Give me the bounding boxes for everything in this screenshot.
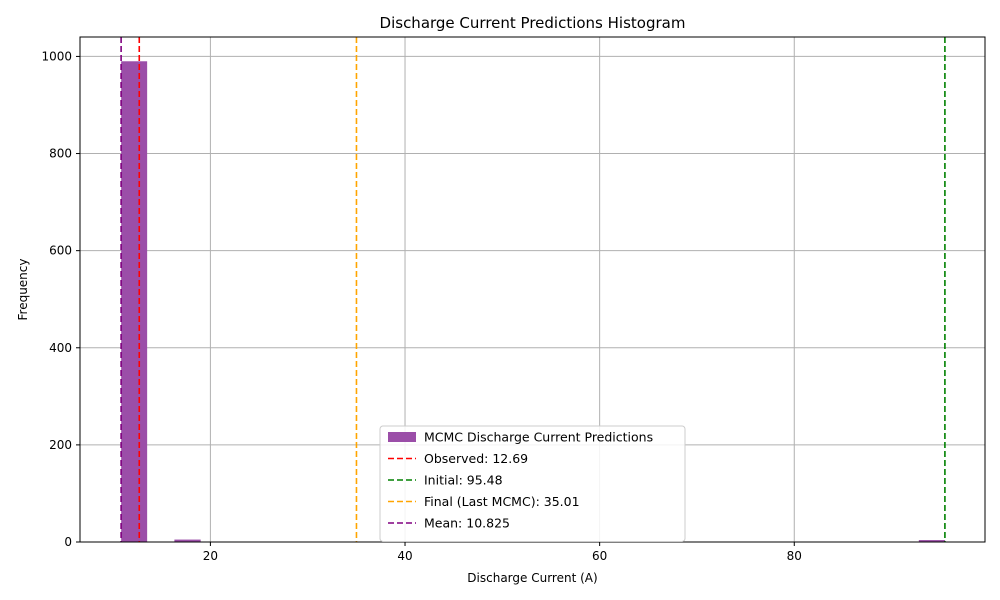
legend-swatch-patch xyxy=(388,432,416,442)
y-tick-label: 200 xyxy=(49,438,72,452)
y-tick-label: 600 xyxy=(49,244,72,258)
bars xyxy=(121,61,946,543)
chart-title: Discharge Current Predictions Histogram xyxy=(380,14,686,32)
legend-label: Observed: 12.69 xyxy=(424,451,528,466)
y-tick-label: 0 xyxy=(64,535,72,549)
legend-box xyxy=(379,425,686,542)
legend-label: Mean: 10.825 xyxy=(424,516,510,531)
y-tick-label: 800 xyxy=(49,147,72,161)
x-axis-label: Discharge Current (A) xyxy=(467,571,597,585)
legend-label: Initial: 95.48 xyxy=(424,473,503,488)
x-tick-label: 20 xyxy=(203,549,218,563)
y-axis-label: Frequency xyxy=(16,259,30,321)
histogram-bar xyxy=(918,540,946,542)
y-tick-label: 400 xyxy=(49,341,72,355)
histogram-bar xyxy=(174,539,201,542)
reference-lines xyxy=(120,37,946,542)
legend-label: Final (Last MCMC): 35.01 xyxy=(424,494,580,509)
x-tick-label: 80 xyxy=(787,549,802,563)
histogram-bar xyxy=(121,61,148,543)
x-tick-label: 40 xyxy=(397,549,412,563)
legend-label: MCMC Discharge Current Predictions xyxy=(424,430,653,445)
x-tick-label: 60 xyxy=(592,549,607,563)
legend: MCMC Discharge Current Predictions Observ… xyxy=(379,425,686,542)
y-tick-label: 1000 xyxy=(41,49,72,63)
